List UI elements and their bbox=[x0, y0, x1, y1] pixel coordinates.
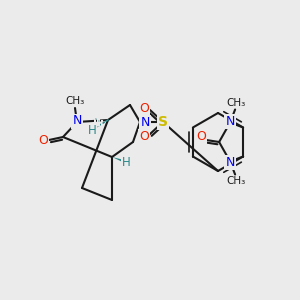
Text: H: H bbox=[88, 124, 96, 136]
Text: ': ' bbox=[94, 117, 96, 123]
Text: O: O bbox=[139, 130, 149, 142]
Text: N: N bbox=[225, 156, 235, 169]
Text: CH₃: CH₃ bbox=[226, 98, 246, 107]
Text: O: O bbox=[139, 101, 149, 115]
Text: H: H bbox=[122, 157, 130, 169]
Text: O: O bbox=[38, 134, 48, 148]
Text: N: N bbox=[140, 116, 150, 128]
Text: ': ' bbox=[98, 119, 99, 125]
Text: ': ' bbox=[101, 121, 103, 127]
Polygon shape bbox=[112, 157, 127, 164]
Text: N: N bbox=[72, 115, 82, 128]
Text: S: S bbox=[158, 115, 168, 129]
Text: CH₃: CH₃ bbox=[226, 176, 246, 187]
Text: O: O bbox=[196, 130, 206, 143]
Text: N: N bbox=[225, 115, 235, 128]
Text: CH₃: CH₃ bbox=[65, 96, 85, 106]
